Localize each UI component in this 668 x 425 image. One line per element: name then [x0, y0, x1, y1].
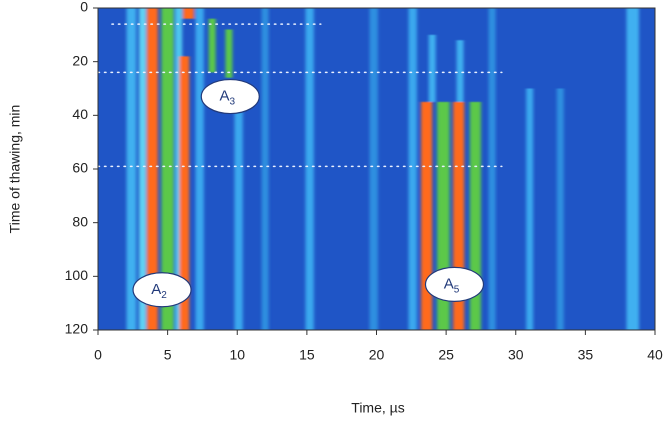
y-tick-label: 20 — [72, 52, 88, 68]
x-tick-label: 15 — [299, 347, 315, 363]
annotation-subscript: 3 — [230, 96, 236, 107]
annotation-letter: A — [444, 275, 454, 292]
stripe — [408, 8, 417, 330]
stripe — [428, 34, 436, 102]
annotation-letter: A — [219, 88, 229, 105]
stripe — [369, 8, 378, 330]
stripe — [456, 40, 464, 102]
x-tick-label: 35 — [578, 347, 594, 363]
y-tick-label: 120 — [65, 321, 89, 337]
x-tick-label: 5 — [164, 347, 172, 363]
stripe — [469, 101, 481, 330]
stripe — [234, 88, 243, 330]
annotation-letter: A — [151, 281, 161, 298]
stripe — [526, 88, 534, 330]
y-tick-label: 0 — [80, 0, 88, 15]
x-tick-label: 30 — [508, 347, 524, 363]
x-tick-label: 25 — [438, 347, 454, 363]
stripe — [208, 18, 216, 73]
stripe — [488, 8, 496, 330]
x-tick-label: 10 — [229, 347, 245, 363]
stripe — [261, 8, 269, 330]
y-tick-label: 80 — [72, 213, 88, 229]
stripe — [175, 8, 183, 330]
stripe — [305, 8, 314, 330]
stripe — [195, 8, 204, 330]
stripe — [139, 8, 147, 330]
annotation-subscript: 2 — [161, 289, 167, 300]
stripe — [225, 29, 233, 78]
annotation-bubble — [132, 272, 192, 308]
y-tick-label: 60 — [72, 160, 88, 176]
stripe — [161, 8, 174, 330]
annotation-label: A2 — [151, 281, 167, 301]
stripe — [182, 8, 195, 19]
x-tick-label: 20 — [369, 347, 385, 363]
annotation-bubble — [424, 266, 485, 302]
stripe — [126, 8, 137, 330]
stripe — [556, 88, 564, 330]
x-tick-label: 40 — [647, 347, 663, 363]
stripe — [453, 101, 465, 330]
y-tick-label: 100 — [65, 267, 89, 283]
stripe — [626, 8, 639, 330]
stripe — [146, 8, 158, 330]
y-tick-label: 40 — [72, 106, 88, 122]
annotation-bubble — [200, 78, 260, 115]
y-axis-label: Time of thawing, min — [7, 105, 23, 234]
annotation-label: A5 — [444, 275, 460, 295]
annotation-label: A3 — [219, 88, 235, 108]
annotation-subscript: 5 — [454, 284, 460, 295]
x-tick-label: 0 — [94, 347, 102, 363]
stripe — [179, 56, 190, 330]
x-axis-label: Time, µs — [351, 400, 404, 416]
stripe — [421, 101, 433, 330]
